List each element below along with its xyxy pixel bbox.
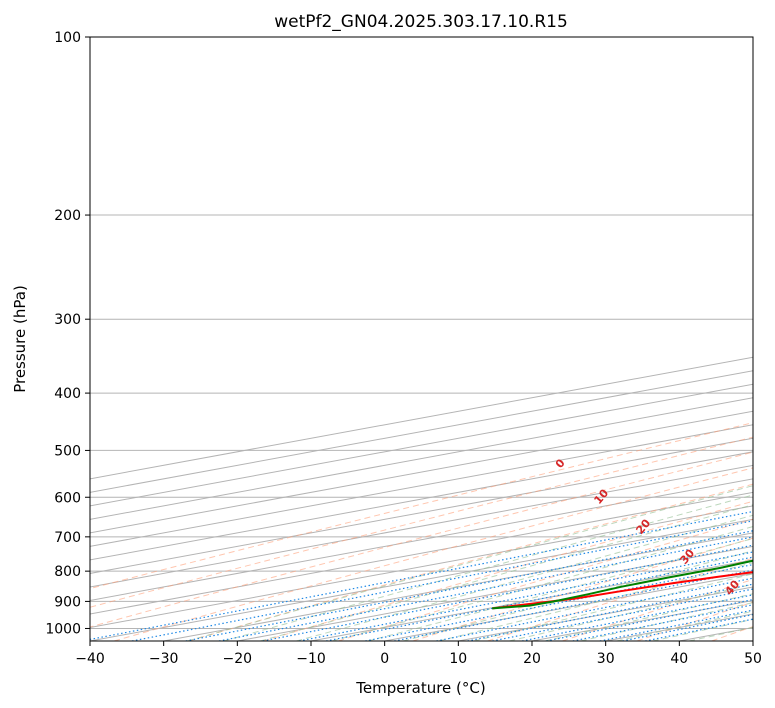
dry-adiabat-line — [90, 436, 753, 608]
x-tick-label: 0 — [380, 651, 389, 667]
x-axis-title: Temperature (°C) — [355, 679, 485, 697]
isotherm-line — [90, 518, 753, 641]
plot-frame — [89, 36, 754, 642]
dry-adiabat-line — [188, 483, 753, 641]
mixing-ratio-line — [262, 544, 753, 641]
dry-adiabat-line — [90, 451, 753, 628]
moist-adiabat-line — [402, 550, 753, 641]
isotherm-line — [90, 437, 753, 561]
mixing-ratio-lines — [90, 510, 753, 641]
moist-adiabat-line — [509, 583, 753, 641]
moist-adiabats — [187, 485, 753, 641]
y-tick-label: 200 — [54, 208, 81, 224]
dry-adiabat-line — [338, 518, 753, 641]
moist-adiabat-line — [473, 573, 753, 641]
y-tick-label: 800 — [54, 564, 81, 580]
isotherm-line — [90, 478, 753, 601]
y-axis-title: Pressure (hPa) — [11, 285, 29, 393]
x-tick-label: −20 — [223, 651, 253, 667]
mixing-ratio-line — [325, 556, 753, 641]
y-tick-label: 400 — [54, 386, 81, 402]
x-tick-label: 20 — [523, 651, 541, 667]
isotherm-line — [90, 451, 753, 574]
moist-adiabat-line — [331, 526, 753, 641]
dry-adiabat-line — [90, 422, 753, 590]
mixing-ratio-line — [546, 598, 753, 641]
x-tick-label: −30 — [149, 651, 179, 667]
y-tick-label: 600 — [54, 490, 81, 506]
isobar-grid — [90, 37, 753, 629]
y-tick-label: 900 — [54, 594, 81, 610]
mixing-ratio-line — [131, 520, 753, 641]
y-tick-label: 100 — [54, 30, 81, 46]
dry-adiabat-line — [263, 500, 753, 641]
moist-adiabat-line — [580, 602, 753, 641]
isotherm-line — [90, 491, 753, 615]
x-tick-label: −10 — [296, 651, 326, 667]
moist-adiabat-line — [187, 485, 753, 641]
isotherm-line — [90, 505, 753, 628]
x-tick-label: 40 — [670, 651, 688, 667]
isotherm-line — [163, 532, 753, 641]
y-axis: 100 200 300 400 500 600 700 800 900 1000 — [45, 30, 90, 638]
moist-adiabat-line — [296, 514, 753, 641]
isotherm-line — [90, 424, 753, 547]
y-tick-label: 500 — [54, 443, 81, 459]
x-tick-label: 10 — [449, 651, 467, 667]
chart-title: wetPf2_GN04.2025.303.17.10.R15 — [274, 12, 568, 32]
y-tick-label: 700 — [54, 530, 81, 546]
x-tick-label: 50 — [744, 651, 762, 667]
y-tick-label: 1000 — [45, 622, 81, 638]
y-tick-label: 300 — [54, 312, 81, 328]
mixing-ratio-line — [365, 563, 753, 641]
mixing-ratio-line — [299, 551, 753, 641]
mixing-ratio-line — [572, 604, 753, 641]
x-axis: −40 −30 −20 −10 0 10 20 30 40 50 — [75, 641, 762, 667]
x-tick-label: 30 — [597, 651, 615, 667]
dry-adiabats — [90, 422, 753, 641]
x-tick-label: −40 — [75, 651, 105, 667]
